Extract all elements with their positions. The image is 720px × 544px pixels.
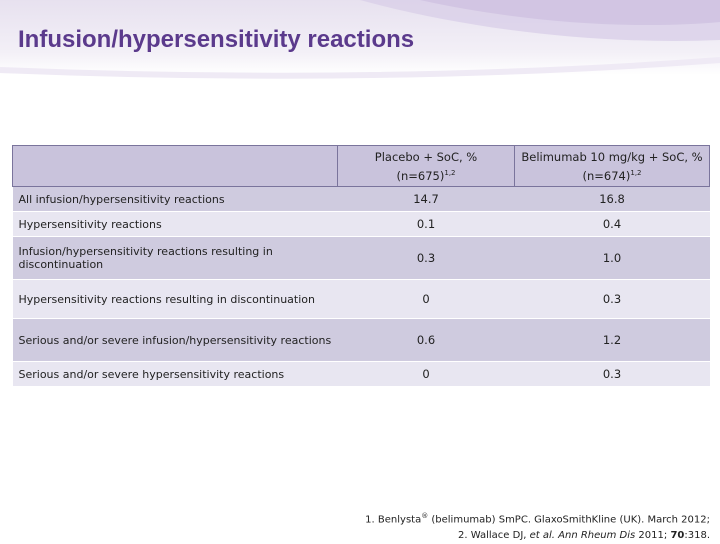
header-placebo-main: Placebo + SoC, % (374, 149, 478, 164)
belimumab-value: 0.3 (514, 279, 710, 319)
ref2-authors: 2. Wallace DJ, (458, 530, 530, 542)
table-row: Serious and/or severe hypersensitivity r… (12, 361, 710, 387)
placebo-value: 0 (337, 279, 515, 319)
ref2-journal: et al. Ann Rheum Dis (529, 530, 636, 542)
table-row: Serious and/or severe infusion/hypersens… (12, 318, 710, 362)
table-row: Infusion/hypersensitivity reactions resu… (12, 236, 710, 280)
placebo-value: 0.3 (337, 236, 515, 280)
belimumab-value: 1.0 (514, 236, 710, 280)
ref1-text: 1. Benlysta (365, 514, 422, 526)
header-belimumab-ref: 1,2 (630, 168, 642, 177)
ref2-volume: 70 (670, 530, 685, 542)
row-label: Infusion/hypersensitivity reactions resu… (12, 236, 338, 280)
header-placebo: Placebo + SoC, % (n=675)1,2 (337, 145, 515, 187)
row-label: All infusion/hypersensitivity reactions (12, 186, 338, 212)
row-label: Hypersensitivity reactions (12, 211, 338, 237)
header-blank-cell (12, 145, 338, 187)
belimumab-value: 16.8 (514, 186, 710, 212)
header-belimumab-main: Belimumab 10 mg/kg + SoC, % (521, 149, 703, 164)
header-belimumab-n: (n=674) (582, 168, 631, 183)
reference-2: 2. Wallace DJ, et al. Ann Rheum Dis 2011… (365, 528, 710, 544)
page-title: Infusion/hypersensitivity reactions (18, 26, 415, 53)
placebo-value: 0.1 (337, 211, 515, 237)
belimumab-value: 1.2 (514, 318, 710, 362)
reactions-table: Placebo + SoC, % (n=675)1,2 Belimumab 10… (12, 145, 710, 387)
belimumab-value: 0.4 (514, 211, 710, 237)
header-belimumab: Belimumab 10 mg/kg + SoC, % (n=674)1,2 (514, 145, 710, 187)
reference-1: 1. Benlysta® (belimumab) SmPC. GlaxoSmit… (365, 508, 710, 528)
decorative-swoosh (0, 0, 720, 79)
placebo-value: 14.7 (337, 186, 515, 212)
header-placebo-n: (n=675) (396, 168, 445, 183)
ref2-page: :318. (684, 530, 710, 542)
table-row: Hypersensitivity reactions 0.1 0.4 (12, 211, 710, 237)
placebo-value: 0.6 (337, 318, 515, 362)
ref1-text-rest: (belimumab) SmPC. GlaxoSmithKline (UK). … (428, 514, 710, 526)
ref2-year: 2011; (635, 530, 671, 542)
row-label: Serious and/or severe hypersensitivity r… (12, 361, 338, 387)
row-label: Serious and/or severe infusion/hypersens… (12, 318, 338, 362)
registered-mark: ® (421, 512, 429, 520)
table-header-row: Placebo + SoC, % (n=675)1,2 Belimumab 10… (12, 145, 710, 187)
table-row: Hypersensitivity reactions resulting in … (12, 279, 710, 319)
placebo-value: 0 (337, 361, 515, 387)
belimumab-value: 0.3 (514, 361, 710, 387)
table-row: All infusion/hypersensitivity reactions … (12, 186, 710, 212)
references: 1. Benlysta® (belimumab) SmPC. GlaxoSmit… (365, 508, 710, 544)
header-placebo-ref: 1,2 (444, 168, 456, 177)
row-label: Hypersensitivity reactions resulting in … (12, 279, 338, 319)
